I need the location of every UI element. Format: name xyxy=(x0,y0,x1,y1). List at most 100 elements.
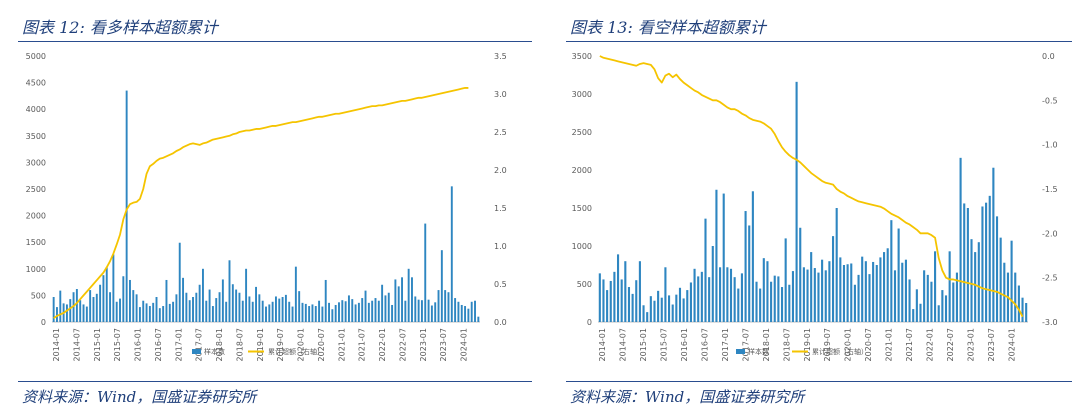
bar xyxy=(799,227,802,322)
x-axis-tick-label: 2015-01 xyxy=(93,328,102,361)
x-axis-tick-label: 2018-01 xyxy=(215,328,224,361)
bar xyxy=(598,273,601,322)
x-axis-tick-label: 2014-07 xyxy=(72,328,81,361)
x-axis-tick-label: 2015-07 xyxy=(113,328,122,361)
bar xyxy=(751,191,754,322)
right-axis-tick-label: 3.5 xyxy=(494,52,507,61)
bar xyxy=(744,211,747,322)
bar xyxy=(52,297,55,322)
right-axis-tick-label: 1.0 xyxy=(494,242,507,251)
bar xyxy=(934,251,937,322)
left-axis-tick-label: 2500 xyxy=(572,128,592,137)
title-divider xyxy=(566,41,1072,42)
bar xyxy=(175,294,178,322)
bar xyxy=(828,261,831,322)
source-divider xyxy=(18,381,532,382)
bar xyxy=(308,306,311,322)
right-axis-tick-label: 0.5 xyxy=(494,280,507,289)
bar xyxy=(853,284,856,322)
bar xyxy=(450,186,453,322)
bar xyxy=(1014,272,1017,322)
bar xyxy=(158,308,161,322)
bar xyxy=(926,274,929,322)
left-axis-tick-label: 1000 xyxy=(26,265,46,274)
bar xyxy=(411,277,413,322)
left-axis-tick-label: 4000 xyxy=(26,105,46,114)
bar xyxy=(271,301,274,322)
x-axis-tick-label: 2021-01 xyxy=(885,328,894,361)
bar xyxy=(351,299,354,322)
bar xyxy=(719,267,722,322)
bar xyxy=(284,294,287,322)
x-axis-tick-label: 2016-01 xyxy=(680,328,689,361)
bar xyxy=(762,258,765,322)
bar xyxy=(105,267,108,322)
figure-13: 图表 13: 看空样本超额累计 0 500 1000 1500 2000 2500 3000… xyxy=(548,0,1080,415)
bar xyxy=(414,296,417,322)
bar xyxy=(374,298,377,322)
bar xyxy=(733,277,736,322)
bar xyxy=(59,290,62,322)
bar xyxy=(69,299,72,322)
bar xyxy=(298,291,301,322)
bar xyxy=(901,262,904,322)
x-axis-tick-label: 2023-01 xyxy=(967,328,976,361)
x-axis-tick-label: 2019-07 xyxy=(276,328,285,361)
bar xyxy=(780,287,784,322)
bar xyxy=(930,281,933,322)
bar xyxy=(609,280,612,322)
bar xyxy=(879,257,882,322)
bar xyxy=(430,305,433,322)
bar xyxy=(361,298,364,322)
x-axis-tick-label: 2016-01 xyxy=(134,328,143,361)
cumulative-excess-line xyxy=(599,55,1024,318)
left-axis-tick-label: 1500 xyxy=(26,238,46,247)
bar xyxy=(115,301,118,322)
bar xyxy=(868,274,871,322)
bar xyxy=(404,300,407,322)
bar xyxy=(941,290,944,322)
bar xyxy=(806,269,809,322)
bar xyxy=(56,307,58,322)
right-axis-tick-label: -2.5 xyxy=(1042,274,1058,283)
bar xyxy=(79,300,82,322)
bar xyxy=(988,195,991,322)
x-axis-tick-label: 2015-07 xyxy=(659,328,668,361)
bar xyxy=(470,301,473,322)
bar xyxy=(228,260,231,322)
bar xyxy=(948,251,951,322)
right-axis-tick-label: 2.0 xyxy=(494,166,507,175)
legend-label-cumulative: 累计超额（右轴） xyxy=(268,347,324,356)
bar xyxy=(722,193,725,322)
bar xyxy=(689,282,692,322)
bar xyxy=(424,223,427,322)
right-axis-tick-label: 0.0 xyxy=(1042,52,1055,61)
bar xyxy=(842,265,846,322)
x-axis-tick-label: 2017-07 xyxy=(195,328,204,361)
bar xyxy=(142,300,145,322)
bar xyxy=(613,271,616,322)
bar xyxy=(740,273,743,322)
bar xyxy=(318,300,321,322)
bar xyxy=(278,298,281,322)
bar xyxy=(886,248,889,322)
bar xyxy=(700,271,703,322)
bar xyxy=(437,290,440,322)
x-axis-tick-label: 2023-07 xyxy=(439,328,448,361)
bar xyxy=(963,203,966,322)
bar xyxy=(631,293,634,322)
source-note: 资料来源：Wind，国盛证券研究所 xyxy=(22,388,257,406)
left-axis-tick-label: 2500 xyxy=(26,185,46,194)
bar xyxy=(192,297,194,322)
bar xyxy=(387,292,390,322)
bar xyxy=(770,281,773,322)
bar xyxy=(627,287,631,322)
bar xyxy=(642,305,645,322)
bar xyxy=(1025,303,1028,322)
bar xyxy=(606,290,609,322)
x-axis-tick-label: 2021-07 xyxy=(358,328,367,361)
bar xyxy=(748,225,751,322)
x-axis-tick-label: 2023-07 xyxy=(987,328,996,361)
bar xyxy=(839,257,842,322)
bar xyxy=(434,302,437,322)
